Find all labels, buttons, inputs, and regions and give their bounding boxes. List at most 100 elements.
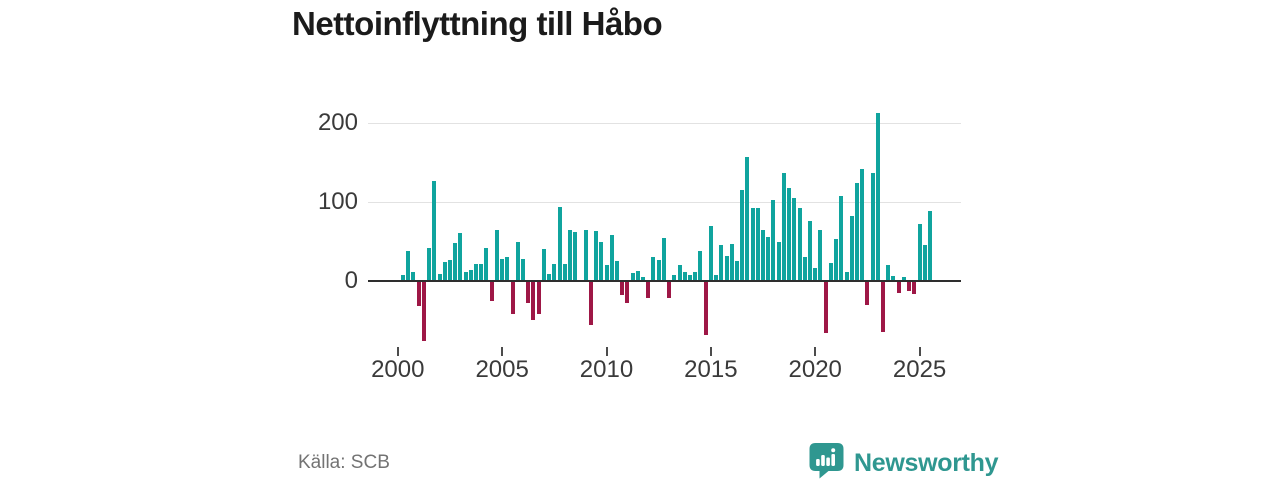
bar [839,195,844,281]
bar [776,242,781,281]
bar [421,282,426,342]
x-axis-tick [605,347,608,356]
bar [860,168,865,281]
x-axis-tick [814,347,817,356]
bar [453,243,458,281]
y-axis-label: 200 [317,109,358,136]
bar [745,156,750,281]
bar [854,183,859,281]
bar [661,237,666,281]
bar [917,224,922,281]
bar [901,277,906,281]
bar [599,241,604,281]
bar [557,206,562,281]
bar [406,250,411,281]
bar [813,268,818,281]
bar [750,208,755,281]
bar [552,263,557,281]
bar [437,273,442,281]
bar [427,247,432,281]
bar [928,211,933,281]
bar [698,250,703,281]
bar [771,200,776,281]
y-axis-label: 0 [344,267,358,294]
bar [521,258,525,281]
bar [536,282,541,315]
bar [609,235,614,281]
bar [687,274,692,281]
x-tick-label: 2010 [579,356,634,383]
bar [865,282,870,305]
bar [797,207,802,281]
bar [510,282,515,315]
gridline [368,202,961,203]
bar [667,282,672,298]
bar [541,248,546,281]
bar [724,255,729,281]
bar [468,269,473,281]
x-axis-tick [918,347,921,356]
bar [474,263,479,281]
bar [547,273,552,281]
bar [719,245,724,281]
bar [740,190,745,281]
bar [479,264,484,281]
bar [562,264,567,281]
bar [729,243,734,281]
source-label: Källa: SCB [298,452,390,473]
bar [714,274,719,281]
bar [625,282,630,304]
bar [505,257,510,281]
bar [844,271,849,281]
bar [834,239,839,281]
bar [651,257,656,281]
bar [604,265,609,281]
bar [526,282,531,303]
bar [693,271,698,281]
bar [635,270,640,281]
bar [828,262,833,281]
bar [703,282,708,335]
x-tick-label: 2025 [892,356,947,383]
x-axis-tick [396,347,399,356]
bar [823,282,828,334]
bar [588,282,593,326]
bar [573,232,578,281]
x-tick-label: 2020 [788,356,842,383]
bar [875,112,880,281]
bar [411,272,416,281]
bar [458,232,463,281]
bar [781,172,786,281]
x-tick-label: 2000 [371,356,425,383]
bar [672,274,677,281]
bar [907,282,912,292]
bar [677,265,682,281]
bar [567,230,572,281]
bar [641,277,646,281]
bar [489,282,494,301]
x-axis-tick [709,347,712,356]
y-axis-label: 100 [317,188,358,215]
bar [792,198,797,281]
bar [656,260,661,281]
bar [870,172,875,281]
bar [463,272,468,281]
bar [755,208,760,281]
bar [766,236,771,281]
bar [484,247,489,281]
bar [808,220,812,281]
bar [432,180,437,281]
bar [802,256,807,281]
bar [630,273,635,281]
bar [818,229,823,281]
brand-name: Newsworthy [854,448,999,477]
bar [734,261,739,281]
x-tick-label: 2015 [684,356,738,383]
speech-bubble-bar-chart-icon [808,442,845,480]
bar [620,282,625,296]
x-axis-zero-line [368,280,961,282]
x-tick-label: 2005 [475,356,529,383]
chart-title: Nettoinflyttning till Håbo [292,5,663,42]
bar [708,225,713,281]
